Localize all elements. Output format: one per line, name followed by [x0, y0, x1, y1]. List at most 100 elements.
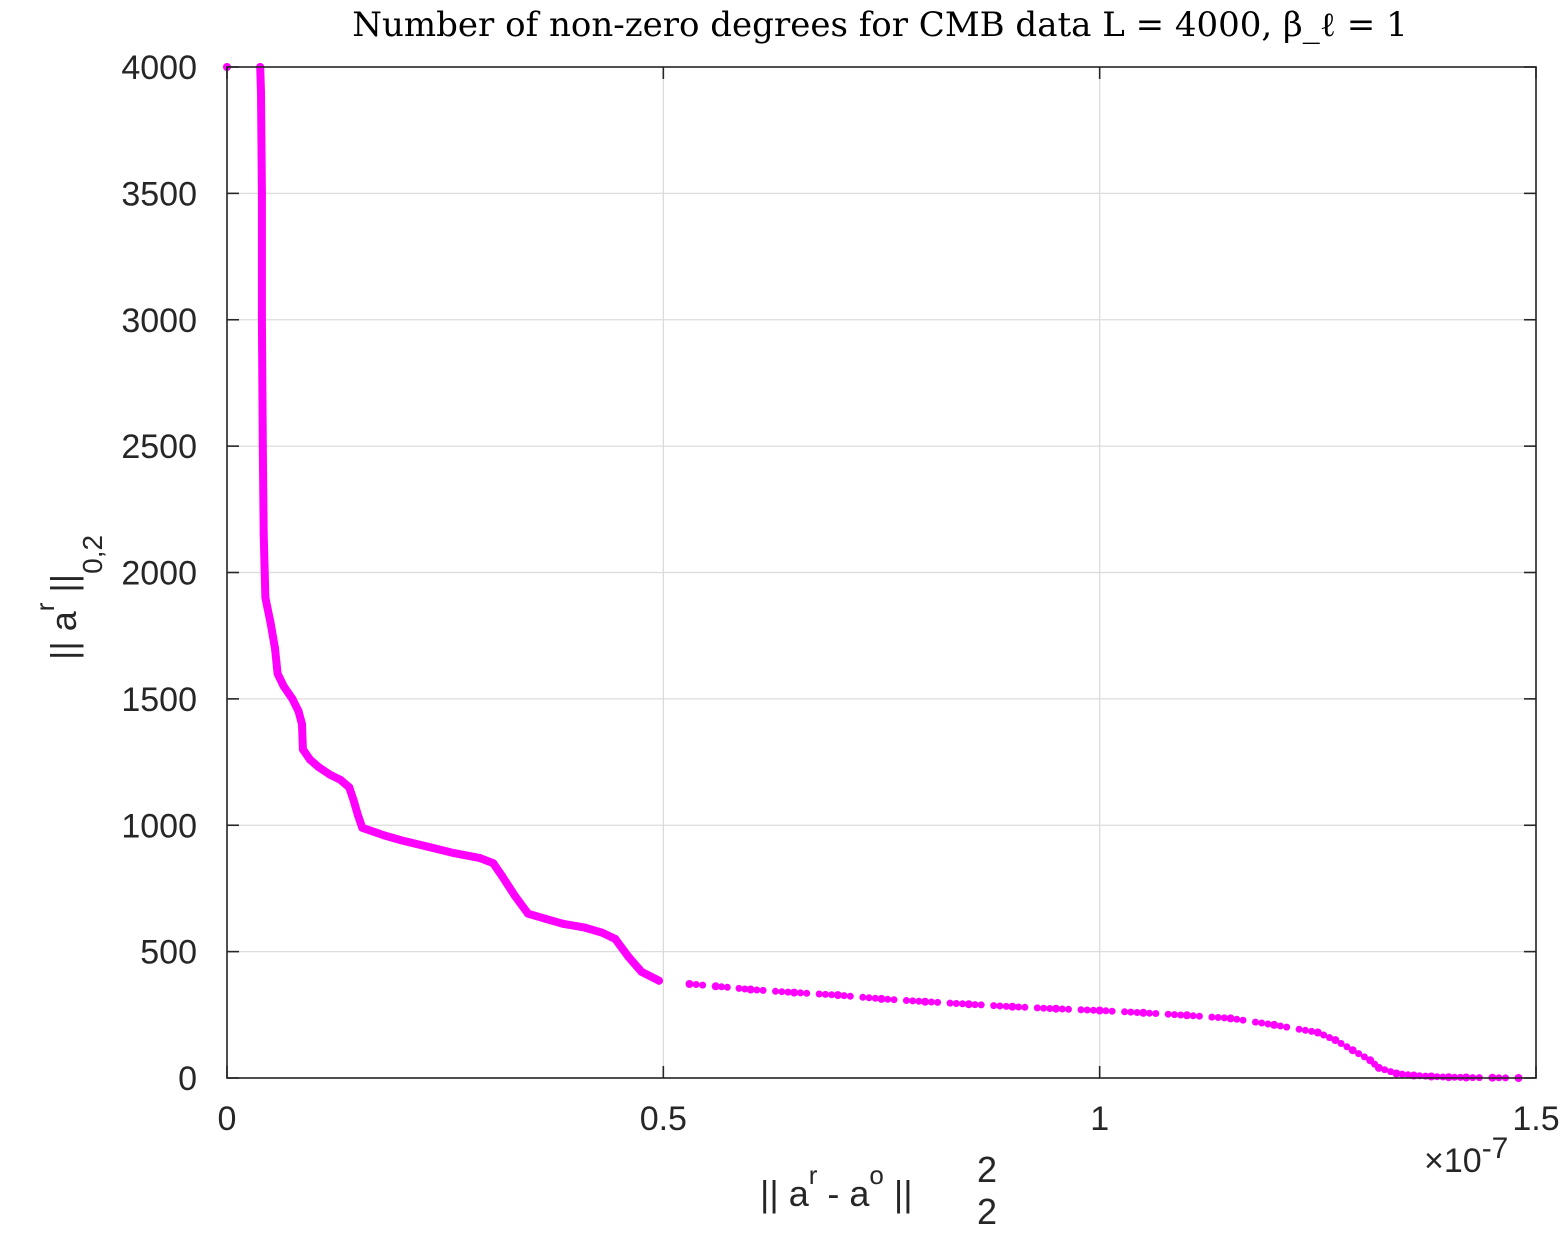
data-point-interp	[1371, 1060, 1379, 1068]
data-point	[353, 811, 362, 820]
x-label-sup: 2	[977, 1149, 997, 1190]
data-point-interp	[884, 995, 892, 1003]
data-point-interp	[1301, 1026, 1309, 1034]
data-point-interp	[971, 1001, 979, 1009]
data-point-interp	[741, 985, 749, 993]
data-point-interp	[859, 993, 867, 1001]
data-point-interp	[784, 988, 792, 996]
data-point-interp	[1326, 1034, 1333, 1042]
data-point	[273, 669, 282, 678]
y-label-sup: r	[30, 602, 60, 611]
data-point	[380, 831, 389, 840]
data-point-interp	[1381, 1066, 1389, 1074]
data-point-interp	[946, 999, 954, 1007]
y-tick-label: 2000	[121, 555, 197, 593]
data-point	[1139, 1008, 1148, 1017]
data-point	[1052, 1004, 1060, 1013]
data-point-interp	[723, 983, 731, 991]
data-point-interp	[1320, 1031, 1328, 1039]
data-point-interp	[1065, 1005, 1072, 1013]
x-label-sup-o: o	[869, 1160, 883, 1190]
y-tick-label: 500	[140, 934, 197, 972]
data-point-interp	[1343, 1043, 1351, 1051]
data-point-interp	[1360, 1053, 1368, 1061]
data-point	[559, 919, 567, 928]
data-point-interp	[1083, 1006, 1091, 1014]
data-point-interp	[1146, 1009, 1153, 1017]
data-point-interp	[1283, 1023, 1291, 1031]
data-point-interp	[815, 990, 823, 998]
data-point-interp	[1252, 1018, 1259, 1026]
svg-text:|| ar ||0,2: || ar ||0,2	[30, 535, 108, 660]
data-point	[345, 783, 354, 792]
series-line-dense	[256, 63, 663, 985]
data-point-interp	[1195, 1012, 1203, 1020]
data-point-interp	[1387, 1068, 1395, 1076]
data-point-interp	[821, 990, 829, 998]
data-point-interp	[1133, 1009, 1141, 1016]
data-point-interp	[1171, 1011, 1178, 1019]
data-point	[397, 836, 406, 845]
data-point	[685, 980, 694, 988]
chart-title: Number of non-zero degrees for CMB data …	[352, 5, 1407, 45]
data-point	[624, 952, 633, 961]
data-point-interp	[1208, 1013, 1216, 1021]
data-point	[1392, 1069, 1401, 1078]
data-point-interp	[1239, 1016, 1247, 1024]
x-label-sub: 2	[977, 1191, 997, 1232]
data-point-interp	[1108, 1007, 1116, 1015]
data-point-interp	[1046, 1005, 1054, 1012]
data-point	[261, 593, 270, 602]
data-point-interp	[865, 994, 873, 1002]
data-point	[1313, 1028, 1322, 1037]
x-tick-label: 0	[218, 1100, 237, 1138]
axis-ticks: 0 0.5 1 1.5 0 500 1000 1500 2000 2500 3000 3500 4000	[121, 49, 1559, 1138]
data-point-interp	[1089, 1006, 1097, 1014]
data-point	[336, 775, 345, 784]
data-point-interp	[1152, 1010, 1160, 1017]
data-point	[449, 849, 458, 858]
data-point	[1095, 1006, 1104, 1015]
data-point-interp	[778, 988, 786, 996]
data-point-interp	[1398, 1070, 1406, 1078]
y-tick-label: 1500	[121, 681, 197, 719]
data-point	[1270, 1020, 1279, 1029]
data-point-interp	[692, 981, 700, 988]
data-point	[524, 909, 533, 918]
data-point-interp	[902, 997, 910, 1004]
data-point-interp	[1121, 1008, 1129, 1016]
data-point-interp	[1033, 1004, 1041, 1012]
data-point	[1331, 1036, 1340, 1045]
data-point-interp	[1021, 1003, 1029, 1011]
data-point-interp	[840, 992, 848, 1000]
data-point	[257, 315, 266, 324]
data-point	[257, 189, 266, 198]
data-point	[314, 763, 323, 772]
data-point	[358, 823, 367, 832]
data-point	[790, 988, 799, 997]
data-series	[223, 63, 1523, 1082]
data-point-interp	[1127, 1008, 1135, 1016]
data-point-interp	[1002, 1002, 1010, 1010]
data-point	[833, 991, 842, 1000]
data-point	[271, 644, 279, 653]
y-tick-label: 0	[178, 1060, 197, 1098]
data-point	[1348, 1046, 1357, 1055]
data-point-interp	[977, 1001, 985, 1009]
data-point-interp	[927, 998, 935, 1006]
data-point-interp	[915, 997, 923, 1005]
data-point-interp	[1355, 1050, 1363, 1058]
data-point	[1008, 1002, 1017, 1011]
x-exponent: ×10-7	[1424, 1132, 1508, 1180]
data-point-interp	[952, 1000, 960, 1007]
y-axis-label: || ar ||0,2	[30, 535, 108, 660]
data-point-interp	[718, 983, 725, 991]
data-point-interp	[699, 981, 707, 989]
data-point-interp	[909, 997, 917, 1005]
data-point-interp	[1214, 1014, 1222, 1021]
data-point	[288, 694, 297, 703]
data-point	[611, 935, 620, 943]
data-point	[258, 442, 267, 451]
data-point-interp	[1040, 1004, 1048, 1012]
